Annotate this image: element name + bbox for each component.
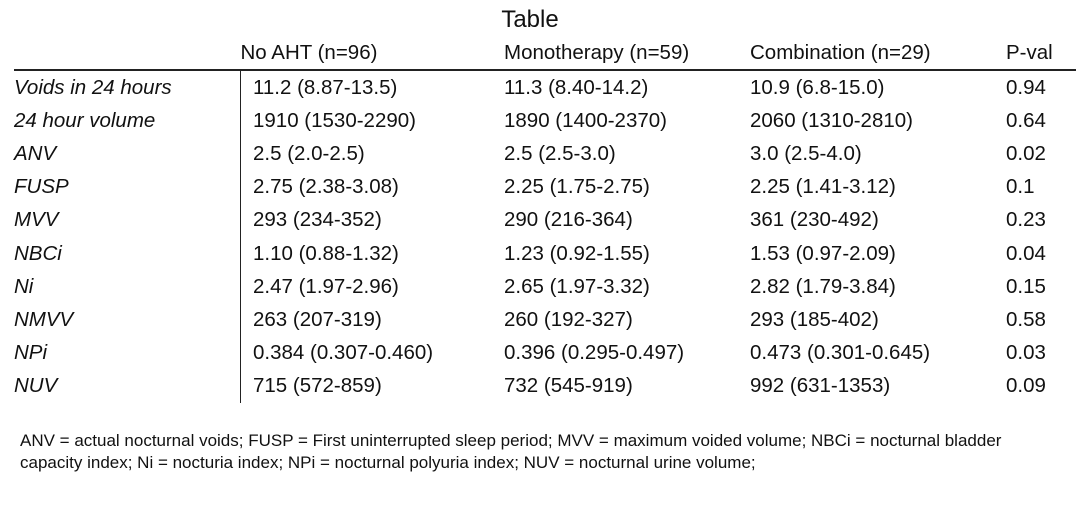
table-row: Voids in 24 hours 11.2 (8.87-13.5) 11.3 … (14, 68, 1076, 105)
header-cell-p-value: P-val (1006, 40, 1053, 64)
table-row: ANV 2.5 (2.0-2.5) 2.5 (2.5-3.0) 3.0 (2.5… (14, 137, 1076, 171)
table-footnote: ANV = actual nocturnal voids; FUSP = Fir… (20, 431, 1002, 472)
row-label: NUV (14, 369, 241, 403)
cell-monotherapy: 2.65 (1.97-3.32) (504, 274, 650, 298)
cell-monotherapy: 1.23 (0.92-1.55) (504, 241, 650, 265)
table-row: NMVV 263 (207-319) 260 (192-327) 293 (18… (14, 303, 1076, 337)
cell-no-aht: 715 (572-859) (253, 374, 382, 398)
cell-monotherapy: 11.3 (8.40-14.2) (504, 68, 750, 105)
cell-combination: 2.25 (1.41-3.12) (750, 175, 896, 199)
cell-combination: 10.9 (6.8-15.0) (750, 68, 1006, 105)
row-label: Voids in 24 hours (14, 68, 241, 105)
cell-combination: 361 (230-492) (750, 208, 879, 232)
cell-no-aht: 11.2 (8.87-13.5) (240, 68, 504, 105)
cell-combination: 2.82 (1.79-3.84) (750, 274, 896, 298)
cell-monotherapy: 732 (545-919) (504, 374, 633, 398)
cell-p-value: 0.15 (1006, 274, 1046, 298)
table-row: MVV 293 (234-352) 290 (216-364) 361 (230… (14, 203, 1076, 237)
cell-no-aht: 1.10 (0.88-1.32) (253, 241, 399, 265)
table-row: NBCi 1.10 (0.88-1.32) 1.23 (0.92-1.55) 1… (14, 236, 1076, 271)
row-label: NPi (14, 336, 241, 370)
cell-no-aht: 0.384 (0.307-0.460) (253, 341, 434, 365)
cell-no-aht: 2.75 (2.38-3.08) (253, 175, 399, 199)
cell-p-value: 0.1 (1006, 175, 1035, 199)
row-label: ANV (14, 137, 241, 171)
cell-combination: 3.0 (2.5-4.0) (750, 141, 862, 165)
cell-p-value: 0.02 (1006, 141, 1046, 165)
row-label: Ni (14, 270, 241, 304)
header-cell-no-aht: No AHT (n=96) (240, 40, 378, 64)
cell-p-value: 0.94 (1006, 68, 1076, 105)
cell-no-aht: 263 (207-319) (253, 307, 382, 331)
cell-p-value: 0.64 (1006, 108, 1046, 132)
cell-combination: 0.473 (0.301-0.645) (750, 341, 931, 365)
cell-no-aht: 1910 (1530-2290) (253, 108, 416, 132)
row-label: 24 hour volume (14, 104, 241, 138)
table-row: FUSP 2.75 (2.38-3.08) 2.25 (1.75-2.75) 2… (14, 170, 1076, 204)
table-row: NPi 0.384 (0.307-0.460) 0.396 (0.295-0.4… (14, 336, 1076, 370)
row-label: FUSP (14, 170, 241, 204)
table-row: NUV 715 (572-859) 732 (545-919) 992 (631… (14, 369, 1076, 403)
cell-no-aht: 293 (234-352) (253, 208, 382, 232)
cell-monotherapy: 2.5 (2.5-3.0) (504, 141, 616, 165)
cell-combination: 1.53 (0.97-2.09) (750, 241, 896, 265)
cell-no-aht: 2.47 (1.97-2.96) (253, 274, 399, 298)
cell-monotherapy: 260 (192-327) (504, 307, 633, 331)
table-row: Ni 2.47 (1.97-2.96) 2.65 (1.97-3.32) 2.8… (14, 270, 1076, 304)
row-label: MVV (14, 203, 241, 237)
header-cell-monotherapy: Monotherapy (n=59) (504, 40, 690, 64)
cell-monotherapy: 0.396 (0.295-0.497) (504, 341, 685, 365)
cell-no-aht: 2.5 (2.0-2.5) (253, 141, 365, 165)
cell-p-value: 0.58 (1006, 307, 1046, 331)
cell-p-value: 0.03 (1006, 341, 1046, 365)
cell-combination: 293 (185-402) (750, 307, 879, 331)
row-label: NBCi (14, 236, 241, 271)
data-table: No AHT (n=96) Monotherapy (n=59) Combina… (14, 36, 1076, 403)
cell-monotherapy: 1890 (1400-2370) (504, 108, 667, 132)
header-cell-corner (14, 36, 241, 70)
cell-monotherapy: 290 (216-364) (504, 208, 633, 232)
table-row: 24 hour volume 1910 (1530-2290) 1890 (14… (14, 104, 1076, 138)
cell-p-value: 0.23 (1006, 208, 1046, 232)
cell-monotherapy: 2.25 (1.75-2.75) (504, 175, 650, 199)
cell-combination: 992 (631-1353) (750, 374, 891, 398)
header-cell-combination: Combination (n=29) (750, 40, 931, 64)
table-title: Table (501, 6, 559, 33)
cell-p-value: 0.09 (1006, 374, 1046, 398)
cell-combination: 2060 (1310-2810) (750, 108, 913, 132)
row-label: NMVV (14, 303, 241, 337)
cell-p-value: 0.04 (1006, 241, 1046, 265)
header-row: No AHT (n=96) Monotherapy (n=59) Combina… (14, 36, 1076, 70)
